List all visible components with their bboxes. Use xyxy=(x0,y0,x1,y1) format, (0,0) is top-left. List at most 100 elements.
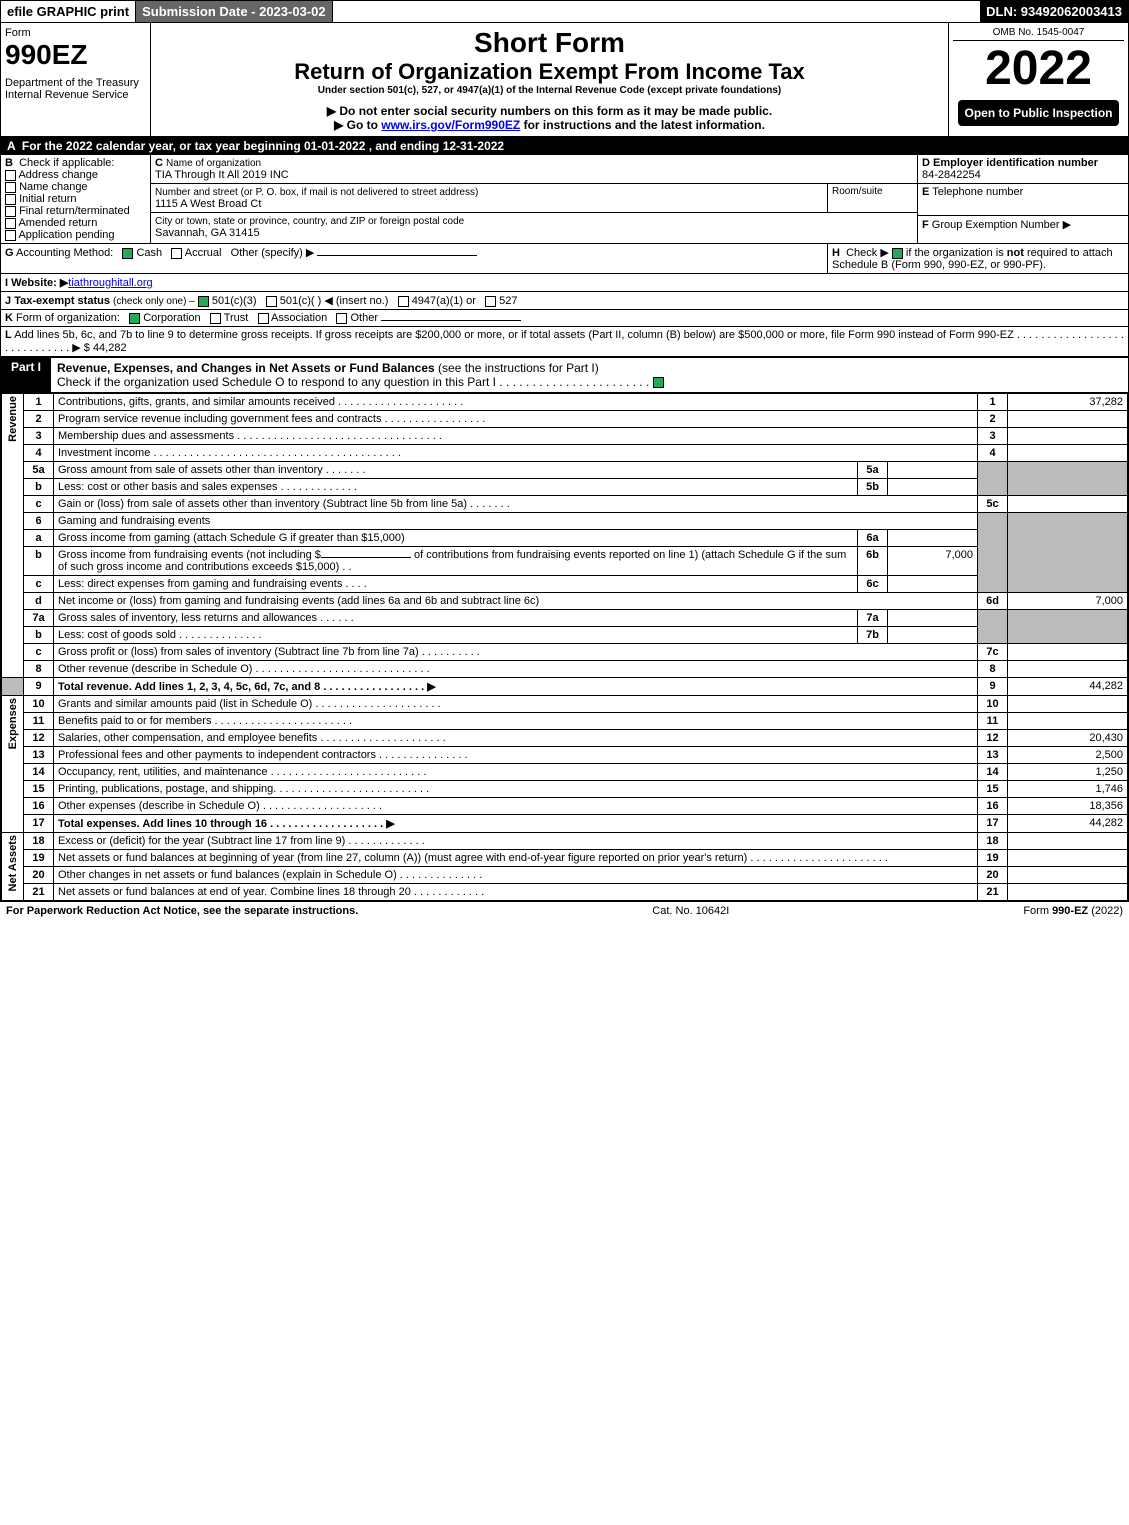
501c3-checkbox[interactable] xyxy=(198,296,209,307)
trust-checkbox[interactable] xyxy=(210,313,221,324)
line-10-text: Grants and similar amounts paid (list in… xyxy=(54,696,978,713)
501c-checkbox[interactable] xyxy=(266,296,277,307)
line-16-text: Other expenses (describe in Schedule O) … xyxy=(54,798,978,815)
line-17-amt: 44,282 xyxy=(1008,815,1128,833)
line-17-text: Total expenses. Add lines 10 through 16 … xyxy=(54,815,978,833)
efile-label: efile GRAPHIC print xyxy=(1,1,136,22)
line-15-text: Printing, publications, postage, and shi… xyxy=(54,781,978,798)
final-return-checkbox[interactable] xyxy=(5,206,16,217)
line-5a-text: Gross amount from sale of assets other t… xyxy=(54,462,858,479)
line-6b-text: Gross income from fundraising events (no… xyxy=(54,547,858,576)
app-pending-checkbox[interactable] xyxy=(5,230,16,241)
line-5b-text: Less: cost or other basis and sales expe… xyxy=(54,479,858,496)
line-13-amt: 2,500 xyxy=(1008,747,1128,764)
line-19-text: Net assets or fund balances at beginning… xyxy=(54,850,978,867)
form-number: 990EZ xyxy=(5,39,146,71)
section-j: J Tax-exempt status (check only one) – 5… xyxy=(1,292,1128,310)
lines-table: Revenue 1Contributions, gifts, grants, a… xyxy=(1,393,1128,901)
section-k: K Form of organization: Corporation Trus… xyxy=(1,310,1128,327)
goto-note: ▶ Go to www.irs.gov/Form990EZ for instru… xyxy=(155,118,944,132)
part-i-title: Revenue, Expenses, and Changes in Net As… xyxy=(51,357,1128,393)
form-ref: Form 990-EZ (2022) xyxy=(1023,905,1123,917)
addr-change-checkbox[interactable] xyxy=(5,170,16,181)
footer: For Paperwork Reduction Act Notice, see … xyxy=(0,902,1129,920)
ein-value: 84-2842254 xyxy=(922,169,981,181)
ssn-warning: ▶ Do not enter social security numbers o… xyxy=(155,104,944,118)
section-def: D Employer identification number 84-2842… xyxy=(918,155,1128,243)
4947-checkbox[interactable] xyxy=(398,296,409,307)
header-mid: Short Form Return of Organization Exempt… xyxy=(151,23,948,136)
line-5c-text: Gain or (loss) from sale of assets other… xyxy=(54,496,978,513)
line-14-text: Occupancy, rent, utilities, and maintena… xyxy=(54,764,978,781)
irs-link[interactable]: www.irs.gov/Form990EZ xyxy=(381,118,520,132)
part-i-header: Part I Revenue, Expenses, and Changes in… xyxy=(1,357,1128,393)
gross-receipts: 44,282 xyxy=(93,342,127,354)
cash-checkbox[interactable] xyxy=(122,248,133,259)
omb-number: OMB No. 1545-0047 xyxy=(953,27,1124,41)
line-12-text: Salaries, other compensation, and employ… xyxy=(54,730,978,747)
line-11-text: Benefits paid to or for members . . . . … xyxy=(54,713,978,730)
cat-number: Cat. No. 10642I xyxy=(652,905,729,917)
line-16-amt: 18,356 xyxy=(1008,798,1128,815)
schedule-b-checkbox[interactable] xyxy=(892,248,903,259)
org-city: Savannah, GA 31415 xyxy=(155,227,260,239)
header-right: OMB No. 1545-0047 2022 Open to Public In… xyxy=(948,23,1128,136)
association-checkbox[interactable] xyxy=(258,313,269,324)
section-g: G Accounting Method: Cash Accrual Other … xyxy=(1,244,828,273)
website-link[interactable]: tiathroughitall.org xyxy=(68,277,152,289)
section-i: I Website: ▶tiathroughitall.org xyxy=(1,274,1128,292)
expenses-side-label: Expenses xyxy=(2,696,24,833)
main-title: Return of Organization Exempt From Incom… xyxy=(155,59,944,85)
line-18-text: Excess or (deficit) for the year (Subtra… xyxy=(54,833,978,850)
org-name: TIA Through It All 2019 INC xyxy=(155,169,289,181)
subtitle: Under section 501(c), 527, or 4947(a)(1)… xyxy=(155,85,944,96)
tax-year: 2022 xyxy=(953,41,1124,96)
line-15-amt: 1,746 xyxy=(1008,781,1128,798)
line-2-text: Program service revenue including govern… xyxy=(54,411,978,428)
org-street: 1115 A West Broad Ct xyxy=(155,198,261,210)
form-header: Form 990EZ Department of the Treasury In… xyxy=(1,23,1128,137)
schedule-o-checkbox[interactable] xyxy=(653,377,664,388)
527-checkbox[interactable] xyxy=(485,296,496,307)
section-b: B Check if applicable: Address change Na… xyxy=(1,155,151,243)
section-a: A For the 2022 calendar year, or tax yea… xyxy=(1,137,1128,155)
section-c: C Name of organization TIA Through It Al… xyxy=(151,155,918,243)
line-21-text: Net assets or fund balances at end of ye… xyxy=(54,884,978,901)
irs-label: Internal Revenue Service xyxy=(5,89,146,101)
corporation-checkbox[interactable] xyxy=(129,313,140,324)
section-g-h: G Accounting Method: Cash Accrual Other … xyxy=(1,244,1128,274)
line-1-amt: 37,282 xyxy=(1008,394,1128,411)
amended-return-checkbox[interactable] xyxy=(5,218,16,229)
line-3-text: Membership dues and assessments . . . . … xyxy=(54,428,978,445)
line-6d-amt: 7,000 xyxy=(1008,593,1128,610)
section-b-to-f: B Check if applicable: Address change Na… xyxy=(1,155,1128,244)
line-6d-text: Net income or (loss) from gaming and fun… xyxy=(54,593,978,610)
paperwork-notice: For Paperwork Reduction Act Notice, see … xyxy=(6,905,358,917)
line-13-text: Professional fees and other payments to … xyxy=(54,747,978,764)
name-change-checkbox[interactable] xyxy=(5,182,16,193)
short-form-title: Short Form xyxy=(155,27,944,59)
line-8-text: Other revenue (describe in Schedule O) .… xyxy=(54,661,978,678)
header-left: Form 990EZ Department of the Treasury In… xyxy=(1,23,151,136)
other-org-checkbox[interactable] xyxy=(336,313,347,324)
line-6c-text: Less: direct expenses from gaming and fu… xyxy=(54,576,858,593)
line-4-text: Investment income . . . . . . . . . . . … xyxy=(54,445,978,462)
form-word: Form xyxy=(5,27,146,39)
top-bar: efile GRAPHIC print Submission Date - 20… xyxy=(1,1,1128,23)
line-7a-text: Gross sales of inventory, less returns a… xyxy=(54,610,858,627)
open-public-badge: Open to Public Inspection xyxy=(958,100,1118,126)
line-6b-amt: 7,000 xyxy=(888,547,978,576)
line-9-text: Total revenue. Add lines 1, 2, 3, 4, 5c,… xyxy=(54,678,978,696)
accrual-checkbox[interactable] xyxy=(171,248,182,259)
part-i-tab: Part I xyxy=(1,357,51,393)
netassets-side-label: Net Assets xyxy=(2,833,24,901)
submission-date-badge: Submission Date - 2023-03-02 xyxy=(136,1,333,22)
revenue-side-label: Revenue xyxy=(2,394,24,678)
line-1-text: Contributions, gifts, grants, and simila… xyxy=(54,394,978,411)
room-suite-label: Room/suite xyxy=(827,184,917,212)
section-l: L Add lines 5b, 6c, and 7b to line 9 to … xyxy=(1,327,1128,357)
line-7b-text: Less: cost of goods sold . . . . . . . .… xyxy=(54,627,858,644)
line-9-amt: 44,282 xyxy=(1008,678,1128,696)
initial-return-checkbox[interactable] xyxy=(5,194,16,205)
line-12-amt: 20,430 xyxy=(1008,730,1128,747)
